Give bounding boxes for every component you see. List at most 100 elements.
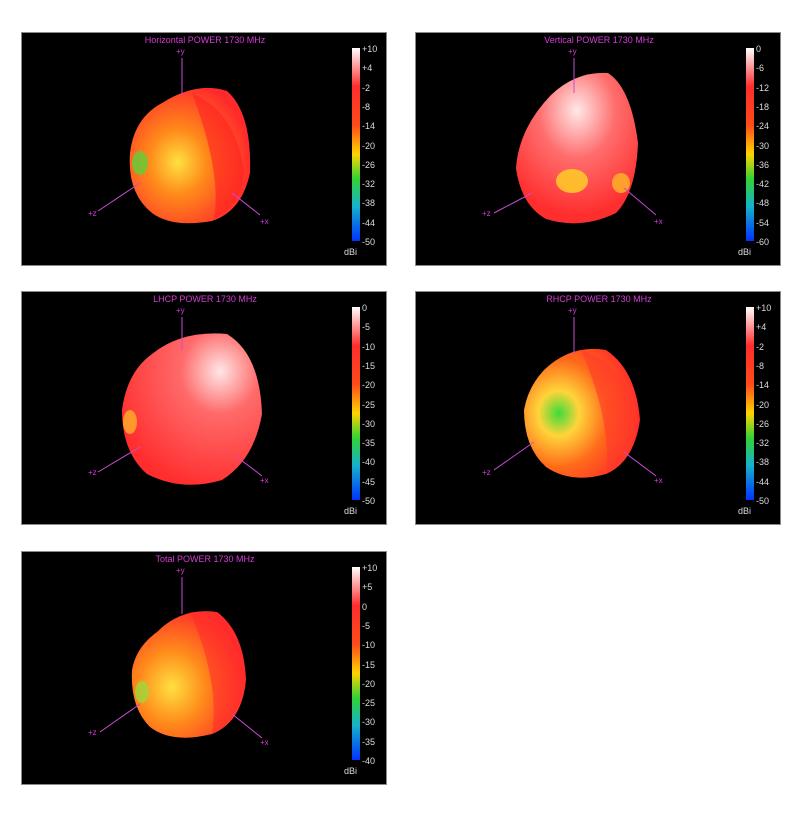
colorbar-tick-label: -38 bbox=[756, 457, 770, 468]
axis-x bbox=[623, 451, 657, 477]
axis-z bbox=[493, 441, 535, 471]
colorbar-tick-label: -36 bbox=[756, 159, 770, 170]
axis-label-x: +x bbox=[654, 217, 663, 226]
pattern-3d-plot bbox=[493, 317, 657, 478]
colorbar-tick-label: +10 bbox=[756, 303, 772, 313]
colorbar-tick-label: -8 bbox=[362, 101, 371, 112]
pattern-shading bbox=[192, 93, 244, 219]
axis-label-z: +z bbox=[482, 209, 491, 218]
colorbar-tick-label: -44 bbox=[756, 476, 770, 487]
colorbar-tick-label: -10 bbox=[362, 341, 376, 352]
axis-label-y: +y bbox=[568, 306, 577, 315]
axis-label-y: +y bbox=[176, 566, 185, 575]
colorbar-unit: dBi bbox=[738, 506, 752, 516]
axis-label-x: +x bbox=[260, 738, 269, 747]
axis-label-z: +z bbox=[88, 468, 97, 477]
pattern-3d-plot bbox=[97, 317, 263, 485]
axis-x bbox=[231, 192, 261, 216]
colorbar-tick-label: -2 bbox=[362, 82, 371, 93]
chart-title: LHCP POWER 1730 MHz bbox=[153, 294, 257, 304]
colorbar-tick-label: +10 bbox=[362, 44, 378, 54]
colorbar-tick-label: -24 bbox=[756, 121, 770, 132]
pattern-shading bbox=[190, 612, 244, 734]
colorbar-tick-label: -42 bbox=[756, 179, 770, 190]
colorbar-unit: dBi bbox=[344, 247, 358, 257]
colorbar-tick-label: -14 bbox=[362, 121, 376, 132]
colorbar bbox=[352, 48, 360, 241]
radiation-pattern bbox=[122, 333, 262, 485]
pattern-null bbox=[556, 169, 588, 193]
colorbar-tick-label: -30 bbox=[756, 140, 770, 151]
colorbar-tick-label: -20 bbox=[756, 399, 770, 410]
axis-label-x: +x bbox=[260, 476, 269, 485]
colorbar-tick-label: -50 bbox=[362, 237, 376, 247]
colorbar-tick-label: -26 bbox=[362, 159, 376, 170]
axis-label-y: +y bbox=[176, 306, 185, 315]
colorbar-tick-label: -5 bbox=[362, 322, 371, 333]
chart-title: Horizontal POWER 1730 MHz bbox=[144, 35, 266, 45]
axis-label-x: +x bbox=[654, 476, 663, 485]
colorbar-tick-label: -25 bbox=[362, 698, 376, 709]
axis-x bbox=[623, 187, 657, 216]
colorbar-tick-label: -50 bbox=[756, 496, 770, 506]
colorbar-tick-label: 0 bbox=[362, 601, 368, 612]
colorbar-tick-label: -18 bbox=[756, 101, 770, 112]
pattern-shading bbox=[581, 350, 638, 474]
colorbar-tick-label: -20 bbox=[362, 678, 376, 689]
colorbar-tick-label: -50 bbox=[362, 496, 376, 506]
axis-x bbox=[231, 713, 263, 739]
colorbar-tick-label: -25 bbox=[362, 399, 376, 410]
axis-label-z: +z bbox=[482, 468, 491, 477]
chart-title: Total POWER 1730 MHz bbox=[155, 554, 255, 564]
colorbar-tick-label: -38 bbox=[362, 198, 376, 209]
axis-z bbox=[493, 192, 533, 214]
chart-panel-horizontal: Horizontal POWER 1730 MHz +y +z +x dBi +… bbox=[21, 32, 387, 266]
colorbar-tick-label: -5 bbox=[362, 620, 371, 631]
colorbar-tick-label: -30 bbox=[362, 717, 376, 728]
pattern-null bbox=[135, 681, 149, 703]
axis-label-y: +y bbox=[176, 47, 185, 56]
colorbar-tick-label: +10 bbox=[362, 563, 378, 573]
axis-z bbox=[97, 182, 141, 212]
colorbar-tick-label: -32 bbox=[756, 438, 770, 449]
colorbar-tick-label: -15 bbox=[362, 659, 376, 670]
colorbar-tick-label: -35 bbox=[362, 438, 376, 449]
colorbar-tick-label: -45 bbox=[362, 476, 376, 487]
colorbar-tick-label: -54 bbox=[756, 217, 770, 228]
colorbar-tick-label: -12 bbox=[756, 82, 770, 93]
colorbar-tick-label: +4 bbox=[362, 63, 373, 74]
colorbar-tick-label: -8 bbox=[756, 360, 765, 371]
colorbar bbox=[746, 307, 754, 500]
colorbar bbox=[352, 567, 360, 760]
radiation-pattern bbox=[516, 72, 638, 224]
colorbar-tick-label: -6 bbox=[756, 63, 765, 74]
colorbar-tick-label: +4 bbox=[756, 322, 767, 333]
chart-title: RHCP POWER 1730 MHz bbox=[546, 294, 652, 304]
chart-title: Vertical POWER 1730 MHz bbox=[544, 35, 654, 45]
colorbar-tick-label: +5 bbox=[362, 582, 373, 593]
colorbar-tick-label: -14 bbox=[756, 380, 770, 391]
colorbar-tick-label: -35 bbox=[362, 736, 376, 747]
axis-x bbox=[236, 456, 263, 477]
colorbar bbox=[352, 307, 360, 500]
pattern-3d-plot bbox=[99, 577, 263, 739]
colorbar-tick-label: -40 bbox=[362, 457, 376, 468]
colorbar-tick-label: -2 bbox=[756, 341, 765, 352]
axis-z bbox=[97, 446, 141, 473]
colorbar-tick-label: -30 bbox=[362, 418, 376, 429]
axis-label-z: +z bbox=[88, 728, 97, 737]
colorbar-tick-label: -60 bbox=[756, 237, 770, 247]
colorbar-unit: dBi bbox=[344, 766, 358, 776]
axis-label-y: +y bbox=[568, 47, 577, 56]
colorbar-tick-label: -48 bbox=[756, 198, 770, 209]
colorbar-tick-label: -10 bbox=[362, 640, 376, 651]
chart-panel-total: Total POWER 1730 MHz +y +z +x dBi +10 +5 0… bbox=[21, 551, 387, 785]
colorbar-tick-label: -32 bbox=[362, 179, 376, 190]
axis-label-z: +z bbox=[88, 209, 97, 218]
colorbar-tick-label: -20 bbox=[362, 140, 376, 151]
colorbar-tick-label: -40 bbox=[362, 756, 376, 766]
colorbar-tick-label: 0 bbox=[362, 303, 368, 313]
colorbar-tick-label: -15 bbox=[362, 360, 376, 371]
colorbar-tick-label: -20 bbox=[362, 380, 376, 391]
colorbar-unit: dBi bbox=[738, 247, 752, 257]
